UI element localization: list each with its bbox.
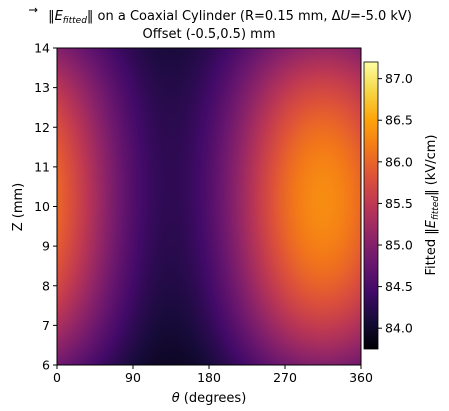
colorbar [363,61,379,350]
colorbar-tick-label: 87.0 [385,71,413,86]
y-tick-label: 9 [42,239,50,254]
y-tick-label: 8 [42,278,50,293]
colorbar-label: Fitted ‖Efitted‖ (kV/cm) [424,135,441,276]
y-tick-label: 14 [34,41,50,56]
y-tick-label: 12 [34,120,50,135]
x-tick-label: 90 [125,370,141,385]
y-tick-label: 10 [34,199,50,214]
y-tick-label: 7 [42,318,50,333]
colorbar-tick-label: 85.0 [385,238,413,253]
x-axis-label: θ (degrees) [172,391,247,406]
y-tick-label: 6 [42,358,50,373]
colorbar-tick-label: 86.0 [385,154,413,169]
y-tick-label: 13 [34,80,50,95]
title-vector-arrow [29,7,38,13]
y-tick-label: 11 [34,159,50,174]
x-tick-label: 270 [273,370,297,385]
colorbar-ticks: 84.0 84.5 85.0 85.5 86.0 86.5 87.0 [378,71,413,336]
heatmap-plot-area [57,48,361,365]
y-axis-label: Z (mm) [11,183,26,232]
x-tick-label: 180 [197,370,221,385]
chart-title-line2: Offset (-0.5,0.5) mm [143,27,276,42]
y-axis-ticks: 6 7 8 9 10 11 12 13 14 [34,41,57,373]
x-tick-label: 360 [349,370,373,385]
colorbar-tick-label: 85.5 [385,196,413,211]
colorbar-tick-label: 86.5 [385,113,413,128]
x-axis-ticks: 0 90 180 270 360 [53,365,373,385]
colorbar-tick-label: 84.0 [385,321,413,336]
chart-title-line1: ‖Efitted‖ on a Coaxial Cylinder (R=0.15 … [48,9,412,26]
colorbar-tick-label: 84.5 [385,279,413,294]
heatmap-canvas [57,48,361,365]
x-tick-label: 0 [53,370,61,385]
